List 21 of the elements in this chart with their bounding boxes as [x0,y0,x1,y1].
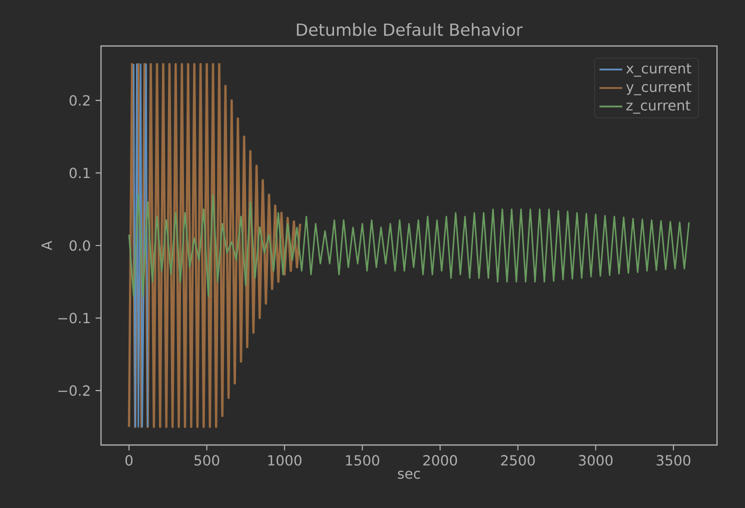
y-tick-label: −0.2 [58,385,90,396]
x-tick-label: 2000 [423,455,457,466]
chart-title: Detumble Default Behavior [296,23,523,36]
x-tick-label: 2500 [501,455,535,466]
x-tick-label: 1000 [268,455,302,466]
legend-label: x_current [626,64,692,77]
legend-label: y_current [626,82,692,96]
x-tick-label: 3000 [578,455,613,466]
line-series [128,194,690,298]
y-tick-label: 0.0 [70,240,90,251]
y-axis-title: A [42,240,52,250]
x-tick-label: 1500 [346,455,380,466]
x-tick-label: 0 [125,455,133,466]
x-tick-label: 3500 [656,455,690,466]
y-tick-label: 0.1 [70,168,90,178]
line-series [128,63,302,428]
y-tick-label: 0.2 [70,95,90,106]
y-tick-label: −0.1 [58,312,90,324]
x-tick-label: 500 [194,455,220,466]
x-axis-title: sec [398,470,420,479]
legend-label: z_current [626,100,690,114]
